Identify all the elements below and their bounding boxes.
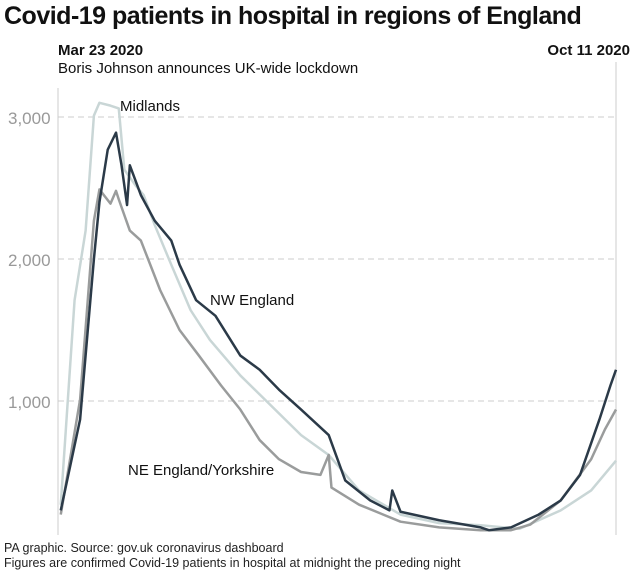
series-line-ne-england-yorkshire <box>59 188 618 532</box>
chart-title: Covid-19 patients in hospital in regions… <box>4 2 582 30</box>
end-date-label: Oct 11 2020 <box>547 42 630 59</box>
series-label: NE England/Yorkshire <box>128 462 274 479</box>
series-label: NW England <box>210 292 294 309</box>
figure-note: Figures are confirmed Covid-19 patients … <box>4 556 461 570</box>
y-tick-label: 2,000 <box>8 251 51 270</box>
series-label: Midlands <box>120 98 180 115</box>
source-note: PA graphic. Source: gov.uk coronavirus d… <box>4 541 284 555</box>
start-annotation: Boris Johnson announces UK-wide lockdown <box>58 60 359 77</box>
y-tick-label: 1,000 <box>8 393 51 412</box>
series-line-midlands <box>59 101 617 531</box>
y-tick-label: 3,000 <box>8 109 51 128</box>
start-date-label: Mar 23 2020 <box>58 42 144 59</box>
series-line-nw-england <box>59 131 618 532</box>
